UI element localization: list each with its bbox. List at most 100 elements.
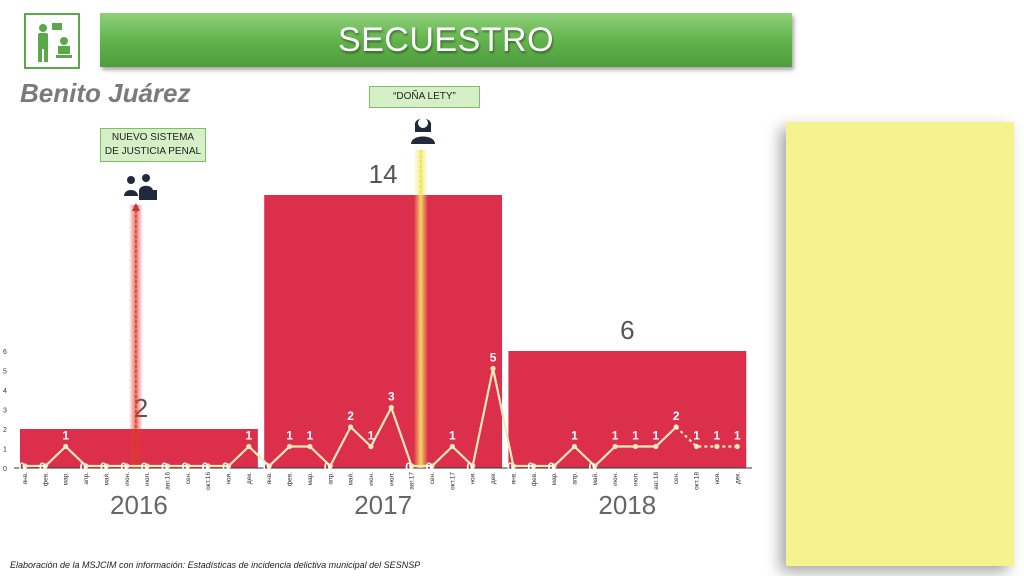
data-point <box>571 443 578 450</box>
data-point <box>693 443 700 450</box>
data-label: 0 <box>19 460 26 474</box>
month-tick-label: авг.16 <box>164 472 171 490</box>
data-point <box>103 463 109 469</box>
month-tick-label: июл. <box>388 472 395 486</box>
logo <box>24 13 80 69</box>
data-label: 1 <box>693 429 700 443</box>
month-tick-label: фев. <box>42 472 49 486</box>
data-label: 0 <box>39 460 46 474</box>
data-label: 0 <box>181 460 188 474</box>
data-label: 0 <box>120 460 127 474</box>
data-point <box>592 463 598 469</box>
month-tick-label: мар. <box>63 472 70 486</box>
data-label: 0 <box>548 460 555 474</box>
data-point <box>246 443 252 450</box>
data-label: 5 <box>490 351 497 365</box>
data-point <box>327 463 333 469</box>
annual-total-label: 6 <box>620 315 634 345</box>
data-label: 1 <box>612 429 619 443</box>
data-point <box>490 365 496 372</box>
month-tick-label: ноя. <box>226 472 233 485</box>
y-tick-label: 2 <box>3 427 7 434</box>
monthly-projected-line <box>675 426 738 448</box>
month-tick-label: май. <box>102 472 110 486</box>
data-point <box>449 443 455 450</box>
y-tick-label: 3 <box>3 408 7 415</box>
justice-system-label-line1: NUEVO SISTEMA <box>111 132 195 143</box>
month-tick-label: авг.17 <box>409 472 416 490</box>
data-label: 3 <box>388 390 395 404</box>
month-tick-label: окт.18 <box>694 472 701 490</box>
year-label: 2017 <box>354 490 412 520</box>
month-tick-label: мар. <box>307 472 314 486</box>
month-tick-label: май. <box>591 472 599 486</box>
data-point <box>124 463 130 469</box>
month-tick-label: дек. <box>734 472 741 484</box>
data-label: 0 <box>263 460 270 474</box>
data-point <box>286 443 293 450</box>
data-point <box>551 463 557 469</box>
municipality-subtitle: Benito Juárez <box>20 78 191 108</box>
justice-system-label: NUEVO SISTEMA DE JUSTICIA PENAL <box>100 128 206 162</box>
data-point <box>470 463 476 469</box>
data-point <box>22 463 28 469</box>
data-label: 1 <box>632 429 639 443</box>
month-tick-label: сен. <box>185 472 192 484</box>
data-label: 0 <box>527 460 534 474</box>
data-label: 1 <box>286 429 293 443</box>
data-label: 0 <box>426 460 433 474</box>
month-tick-label: апр. <box>571 472 578 485</box>
data-point <box>63 443 69 450</box>
month-tick-label: окт.16 <box>205 472 212 490</box>
month-tick-label: дек. <box>246 472 253 484</box>
data-label: 1 <box>307 429 314 443</box>
y-tick-label: 6 <box>3 349 7 356</box>
annual-bar-2017 <box>264 195 503 468</box>
data-point <box>368 443 374 450</box>
month-tick-label: янв. <box>266 472 273 485</box>
month-tick-label: июл. <box>144 472 151 486</box>
year-label: 2018 <box>598 490 656 520</box>
month-tick-label: апр. <box>83 472 90 485</box>
data-label: 1 <box>714 429 721 443</box>
data-label: 0 <box>507 460 514 474</box>
justice-system-label-line2: DE JUSTICIA PENAL <box>104 146 202 157</box>
data-point <box>388 404 394 411</box>
data-point <box>225 463 232 469</box>
data-point <box>673 424 679 430</box>
data-point <box>429 463 435 469</box>
data-label: 0 <box>222 460 229 474</box>
month-tick-label: июн. <box>124 472 131 486</box>
woman-icon <box>411 118 435 144</box>
data-label: 1 <box>449 429 456 443</box>
y-tick-label: 5 <box>3 369 7 376</box>
note-panel <box>786 122 1014 566</box>
month-tick-label: май. <box>347 472 355 486</box>
data-label: 0 <box>324 460 331 474</box>
y-tick-label: 0 <box>3 466 7 473</box>
year-label: 2016 <box>110 490 168 520</box>
data-point <box>307 443 313 450</box>
data-label: 0 <box>161 460 168 474</box>
month-tick-label: янв. <box>22 472 29 485</box>
month-tick-label: дек. <box>490 472 497 484</box>
data-point <box>164 463 171 469</box>
data-label: 0 <box>141 460 148 474</box>
data-label: 2 <box>673 409 680 423</box>
data-point <box>266 463 272 469</box>
y-tick-label: 1 <box>3 447 7 454</box>
dona-lety-label: “DOÑA LETY” <box>369 86 480 108</box>
month-tick-label: окт.17 <box>449 472 456 490</box>
month-tick-label: июн. <box>368 472 375 486</box>
source-footer: Elaboración de la MSJCIM con información… <box>10 560 421 570</box>
data-point <box>632 443 639 450</box>
data-label: 0 <box>588 460 595 474</box>
data-point <box>409 463 415 469</box>
judge-icon <box>124 174 157 200</box>
data-point <box>144 463 150 469</box>
month-tick-label: сен. <box>673 472 680 484</box>
month-tick-label: апр. <box>327 472 334 485</box>
data-point <box>348 424 354 430</box>
data-point <box>42 463 48 469</box>
